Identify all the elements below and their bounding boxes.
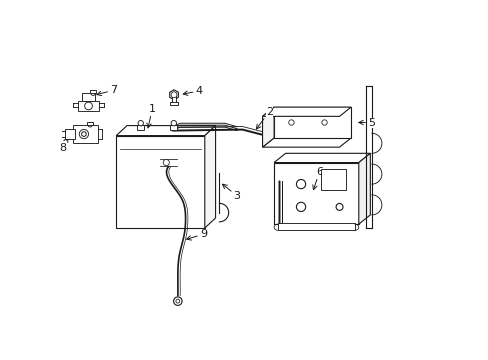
Circle shape	[288, 120, 293, 125]
Circle shape	[163, 159, 169, 166]
Bar	[87, 122, 93, 125]
Bar	[78, 101, 99, 111]
Circle shape	[326, 180, 336, 189]
Circle shape	[79, 130, 88, 139]
Polygon shape	[116, 126, 215, 136]
Bar	[170, 125, 177, 130]
Circle shape	[171, 92, 177, 98]
Bar	[90, 90, 96, 93]
Polygon shape	[262, 107, 274, 147]
Bar	[73, 125, 98, 143]
Circle shape	[171, 121, 176, 126]
Text: 5: 5	[358, 117, 374, 127]
Bar	[65, 129, 75, 139]
Circle shape	[296, 180, 305, 189]
Text: 6: 6	[312, 167, 323, 190]
Text: 1: 1	[146, 104, 156, 128]
Text: 2: 2	[256, 107, 272, 129]
Text: 4: 4	[183, 86, 203, 96]
Text: 3: 3	[222, 184, 240, 201]
Circle shape	[88, 123, 92, 127]
Bar	[171, 95, 176, 103]
Text: 7: 7	[97, 85, 117, 96]
Circle shape	[81, 132, 86, 136]
Bar	[274, 163, 358, 224]
Circle shape	[91, 91, 95, 95]
Bar	[137, 125, 144, 130]
Bar	[277, 223, 354, 230]
Bar	[116, 136, 204, 228]
Polygon shape	[274, 153, 369, 163]
Circle shape	[84, 102, 92, 110]
Text: 9: 9	[186, 229, 206, 240]
Polygon shape	[262, 138, 350, 147]
Polygon shape	[204, 126, 215, 228]
Polygon shape	[262, 107, 350, 116]
Bar	[81, 93, 95, 101]
Bar	[170, 103, 178, 105]
Circle shape	[176, 299, 180, 303]
Circle shape	[321, 120, 326, 125]
Circle shape	[296, 202, 305, 212]
Polygon shape	[169, 90, 178, 100]
Polygon shape	[358, 153, 369, 224]
Circle shape	[173, 297, 182, 305]
Polygon shape	[274, 107, 350, 138]
Circle shape	[138, 121, 143, 126]
Circle shape	[335, 203, 342, 210]
Text: 8: 8	[59, 138, 68, 153]
Bar	[320, 169, 346, 190]
